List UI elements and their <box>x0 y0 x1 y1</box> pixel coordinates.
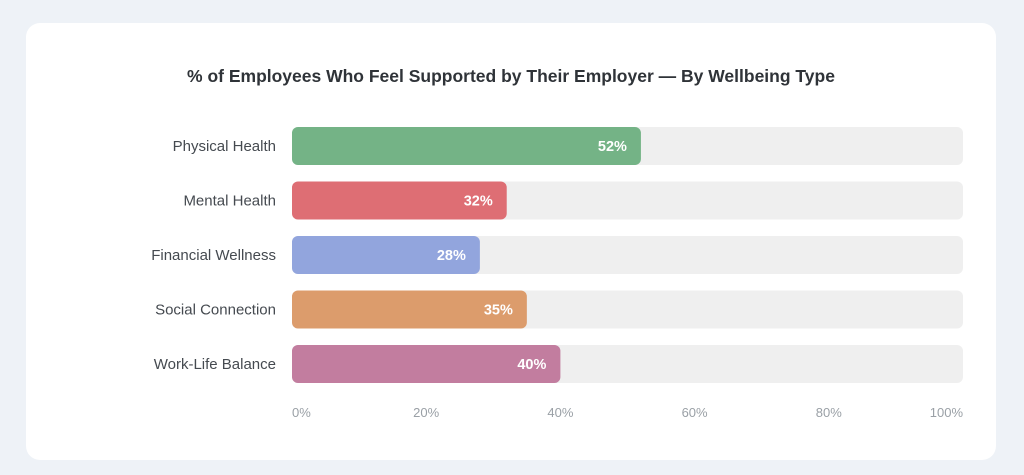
bar-social-connection <box>292 290 527 329</box>
bar-physical-health <box>292 127 641 165</box>
value-label-physical-health: 52% <box>598 139 627 155</box>
category-label-physical-health: Physical Health <box>173 138 276 155</box>
bar-chart: Physical Health 52% Mental Health 32% Financ… <box>151 127 964 420</box>
category-label-work-life-balance: Work-Life Balance <box>154 356 276 373</box>
x-tick-label-80: 80% <box>816 405 842 420</box>
category-label-mental-health: Mental Health <box>183 193 276 210</box>
x-tick-label-40: 40% <box>547 405 573 420</box>
x-tick-label-20: 20% <box>413 405 439 420</box>
category-label-social-connection: Social Connection <box>155 302 276 319</box>
x-tick-label-60: 60% <box>682 405 708 420</box>
bar-financial-wellness <box>292 236 480 274</box>
category-label-financial-wellness: Financial Wellness <box>151 247 276 264</box>
chart-title: % of Employees Who Feel Supported by The… <box>187 66 835 86</box>
value-label-social-connection: 35% <box>484 303 513 319</box>
value-label-financial-wellness: 28% <box>437 248 466 264</box>
bar-work-life-balance <box>292 345 561 383</box>
x-tick-label-100: 100% <box>930 405 964 420</box>
bar-mental-health <box>292 181 507 220</box>
value-label-mental-health: 32% <box>464 194 493 210</box>
value-label-work-life-balance: 40% <box>517 357 546 373</box>
chart-card: % of Employees Who Feel Supported by The… <box>26 23 996 460</box>
x-tick-label-0: 0% <box>292 405 311 420</box>
